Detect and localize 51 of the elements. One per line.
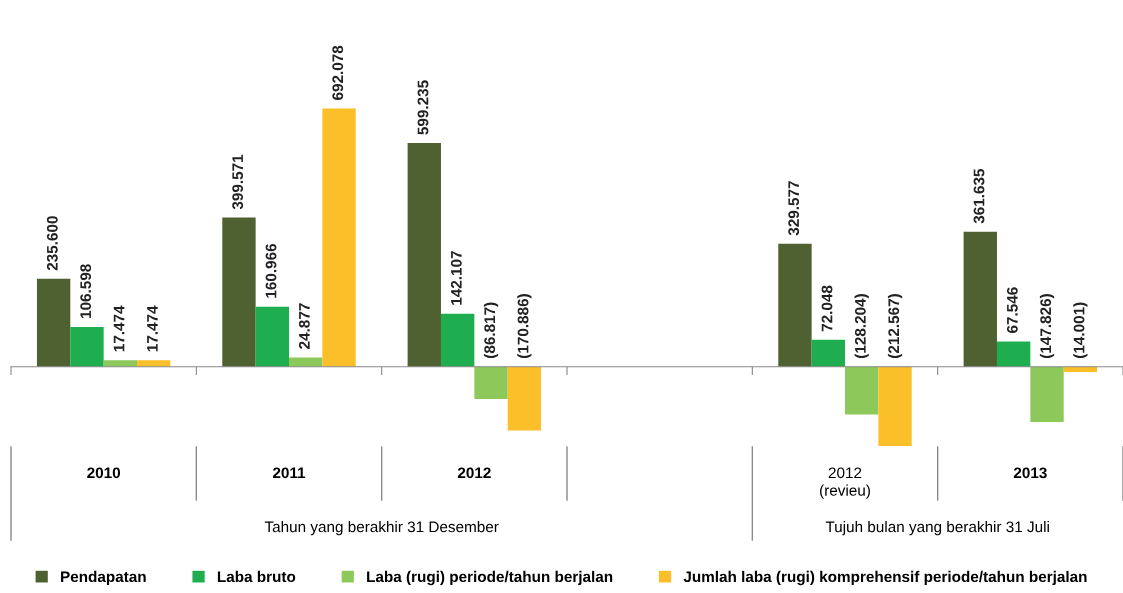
- data-label: 17.474: [113, 305, 125, 352]
- data-label: 106.598: [80, 264, 92, 318]
- data-label: 692.078: [332, 45, 344, 100]
- data-label: (128.204): [854, 294, 869, 358]
- bar: [1030, 366, 1064, 422]
- bar: [811, 339, 845, 367]
- bar: [407, 143, 441, 367]
- x-tick-label: 2010: [87, 467, 121, 479]
- data-label: 399.571: [232, 154, 244, 210]
- text: Tahun yang berakhir 31 Desember: [264, 521, 499, 536]
- data-label: 17.474: [147, 305, 158, 352]
- data-label: 361.635: [973, 168, 985, 224]
- bar: [963, 231, 997, 367]
- bar: [1063, 366, 1098, 372]
- data-label: 329.577: [788, 181, 800, 236]
- bar: [845, 366, 879, 415]
- data-label: (170.886): [517, 294, 532, 358]
- bar: [255, 306, 289, 367]
- bar: [222, 217, 256, 367]
- legend-label: Jumlah laba (rugi) komprehensif periode/tahun berjalan: [683, 570, 1087, 586]
- bar: [36, 278, 71, 367]
- data-label: 599.235: [417, 80, 429, 135]
- x-tick-label: 2013: [1013, 467, 1047, 479]
- x-tick-label: 2012: [457, 467, 491, 479]
- data-label: 67.546: [1006, 287, 1018, 333]
- data-label: 72.048: [821, 285, 833, 332]
- data-label: (147.826): [1039, 294, 1055, 358]
- legend-label: Pendapatan: [61, 570, 146, 586]
- text: Tujuh bulan yang berakhir 31 Juli: [825, 521, 1049, 536]
- data-label: 142.107: [450, 251, 462, 305]
- data-label: 235.600: [46, 216, 58, 271]
- x-tick-label: 2012 (revieu): [820, 467, 870, 499]
- bar: [70, 326, 104, 367]
- x-tick-label: 2011: [272, 467, 306, 479]
- data-label: (86.817): [483, 302, 499, 358]
- data-label: (212.567): [887, 294, 903, 358]
- data-label: 24.877: [298, 303, 310, 349]
- data-label: (14.001): [1073, 302, 1088, 358]
- data-label: 160.966: [265, 243, 277, 298]
- legend-label: Laba bruto: [217, 570, 296, 583]
- bar: [474, 366, 508, 400]
- bar: [878, 366, 912, 447]
- legend-label: Laba (rugi) periode/tahun berjalan: [367, 570, 613, 586]
- bar: [289, 357, 323, 367]
- bar: [137, 360, 171, 367]
- bar: [778, 243, 812, 367]
- bar: [507, 366, 542, 431]
- bar: [996, 341, 1031, 367]
- bar: [103, 360, 138, 367]
- bar: [322, 108, 356, 367]
- bar: [440, 313, 475, 367]
